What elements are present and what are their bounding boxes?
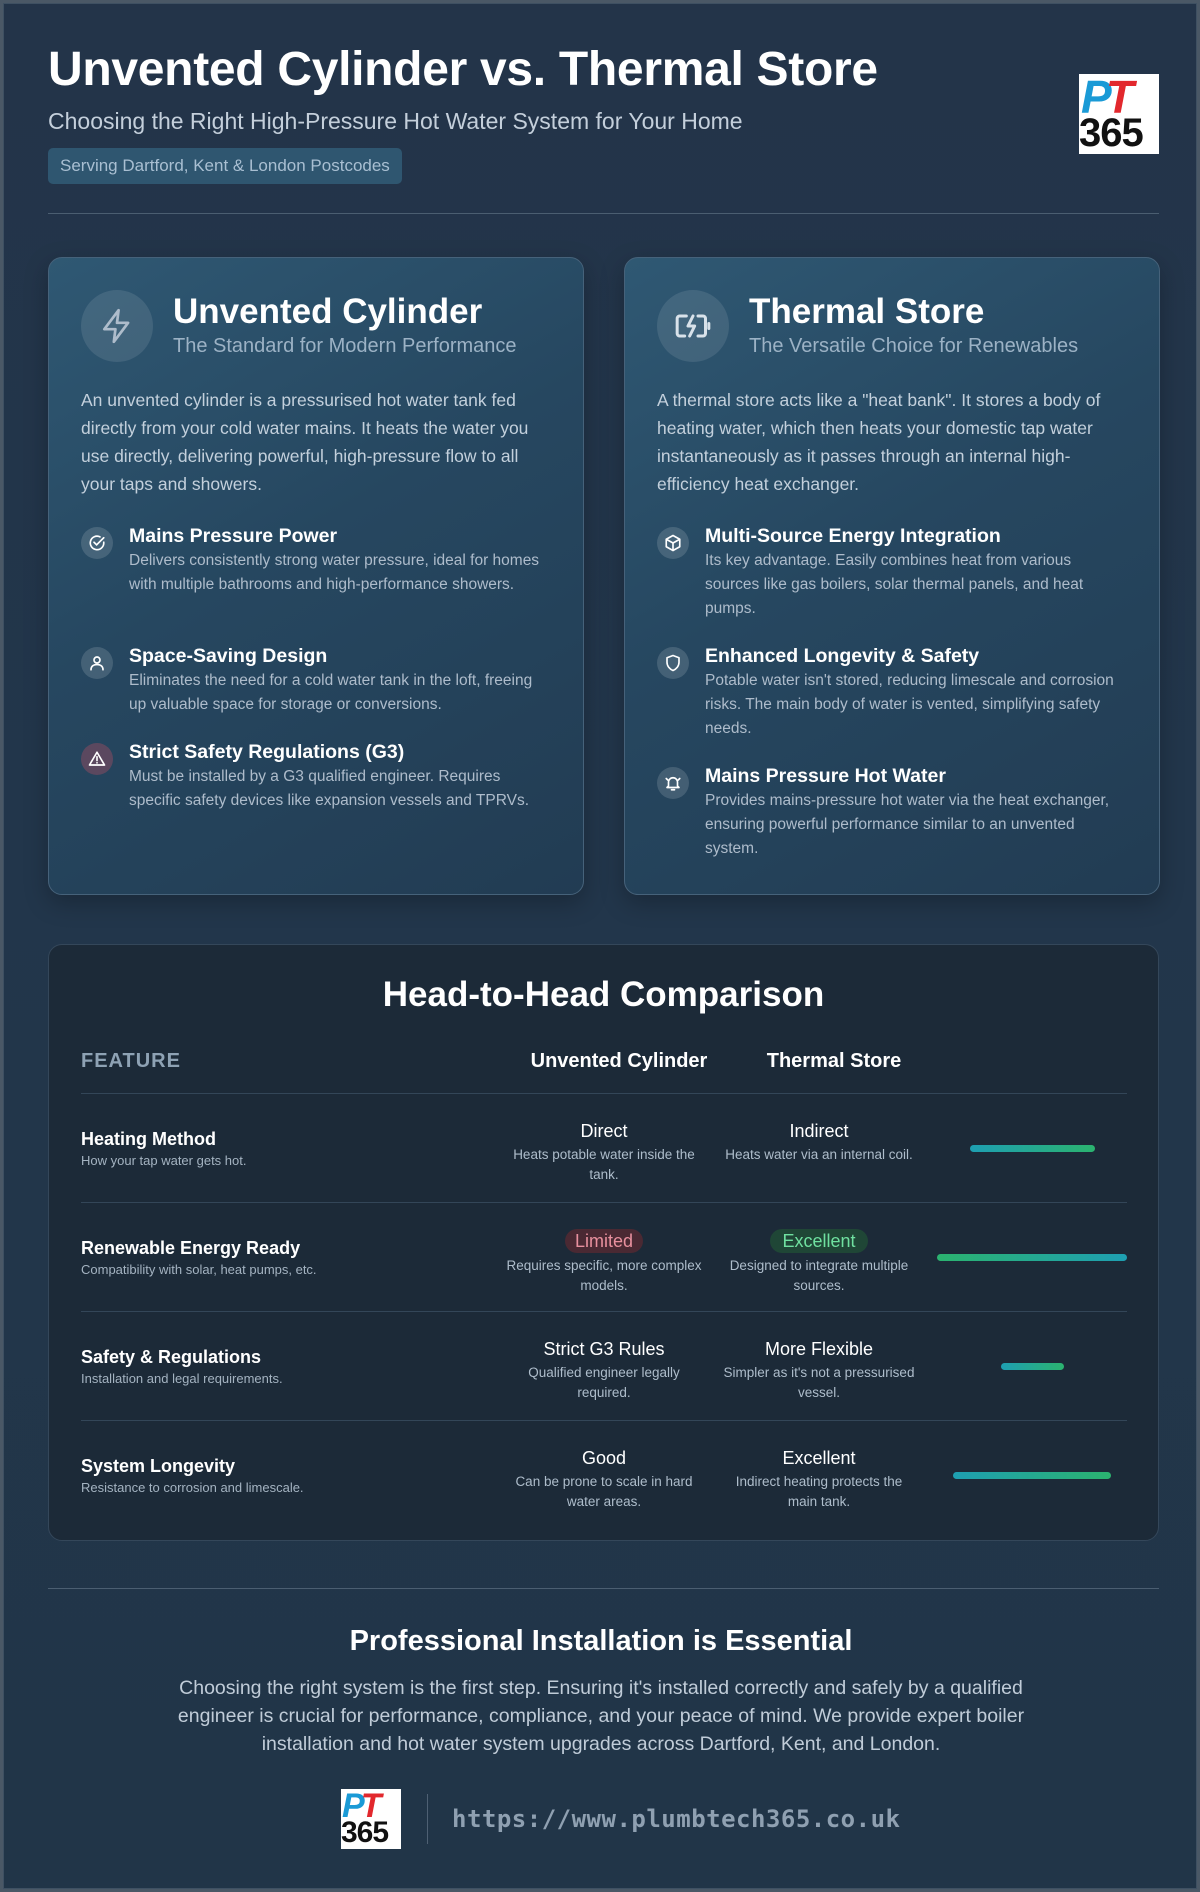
card-description: An unvented cylinder is a pressurised ho… (81, 390, 529, 494)
battery-charging-icon (657, 290, 729, 362)
feature-description: Its key advantage. Easily combines heat … (705, 552, 1084, 617)
unvented-cell: Limited Requires specific, more complex … (506, 1229, 702, 1296)
excellent-badge: Excellent (770, 1229, 868, 1253)
header-divider (48, 213, 1159, 214)
table-row: Heating Method How your tap water gets h… (81, 1093, 1127, 1202)
cell-desc: Designed to integrate multiple sources. (729, 1258, 909, 1293)
user-icon (81, 647, 113, 679)
feature-description: Eliminates the need for a cold water tan… (129, 672, 533, 713)
cell-desc: Simpler as it's not a pressurised vessel… (723, 1365, 915, 1400)
thermal-cell: Excellent Designed to integrate multiple… (721, 1229, 917, 1296)
feature-item: Space-Saving Design Eliminates the need … (81, 644, 553, 717)
thermal-cell: Indirect Heats water via an internal coi… (721, 1120, 917, 1165)
cube-icon (657, 527, 689, 559)
logo-number: 365 (341, 1816, 389, 1849)
comparison-bar (969, 1145, 1095, 1152)
feature-title: Mains Pressure Power (129, 525, 338, 547)
feature-item: Mains Pressure Hot Water Provides mains-… (657, 764, 1129, 861)
table-row: System Longevity Resistance to corrosion… (81, 1420, 1127, 1529)
cell-desc: Heats water via an internal coil. (725, 1147, 913, 1162)
feature-item: Enhanced Longevity & Safety Potable wate… (657, 644, 1129, 741)
infographic-page: Unvented Cylinder vs. Thermal Store Choo… (3, 3, 1197, 1889)
page-subtitle: Choosing the Right High-Pressure Hot Wat… (48, 108, 743, 134)
cell-desc: Can be prone to scale in hard water area… (515, 1474, 693, 1509)
table-row: Renewable Energy Ready Compatibility wit… (81, 1202, 1127, 1311)
feature-title: Space-Saving Design (129, 645, 328, 667)
card-subtitle: The Standard for Modern Performance (173, 335, 517, 357)
cell-desc: Indirect heating protects the main tank. (735, 1474, 903, 1509)
page-title: Unvented Cylinder vs. Thermal Store (48, 43, 878, 96)
logo-number: 365 (1079, 111, 1144, 154)
row-feature-desc: Compatibility with solar, heat pumps, et… (81, 1262, 317, 1277)
cell-value: Excellent (782, 1448, 856, 1468)
row-feature-desc: Installation and legal requirements. (81, 1371, 283, 1386)
column-header-feature: FEATURE (81, 1050, 181, 1072)
cell-value: Indirect (789, 1121, 849, 1141)
feature-description: Provides mains-pressure hot water via th… (705, 792, 1110, 857)
shield-icon (657, 647, 689, 679)
website-link[interactable]: https://www.plumbtech365.co.uk (452, 1805, 901, 1833)
feature-title: Enhanced Longevity & Safety (705, 645, 980, 667)
row-feature-name: System Longevity (81, 1456, 236, 1476)
comparison-table: Head-to-Head Comparison FEATURE Unvented… (48, 944, 1159, 1541)
cell-value: Direct (580, 1121, 628, 1141)
card-subtitle: The Versatile Choice for Renewables (749, 335, 1079, 357)
comparison-bar (953, 1472, 1111, 1479)
footer-divider (48, 1588, 1159, 1589)
column-header-thermal: Thermal Store (766, 1050, 902, 1072)
comparison-title: Head-to-Head Comparison (382, 975, 825, 1014)
bell-icon (657, 767, 689, 799)
feature-description: Potable water isn't stored, reducing lim… (705, 672, 1114, 737)
footer-separator (427, 1794, 428, 1844)
feature-title: Strict Safety Regulations (G3) (129, 741, 405, 763)
comparison-bar (1000, 1363, 1064, 1370)
row-feature-name: Renewable Energy Ready (81, 1238, 301, 1258)
unvented-cell: Strict G3 Rules Qualified engineer legal… (506, 1338, 702, 1403)
logo-letter-p: P (342, 1789, 365, 1825)
row-feature-desc: Resistance to corrosion and limescale. (81, 1480, 304, 1495)
unvented-cylinder-card: Unvented Cylinder The Standard for Moder… (48, 257, 584, 895)
header: Unvented Cylinder vs. Thermal Store Choo… (48, 44, 1159, 184)
unvented-cell: Good Can be prone to scale in hard water… (506, 1447, 702, 1512)
cell-desc: Qualified engineer legally required. (528, 1365, 680, 1400)
column-header-unvented: Unvented Cylinder (530, 1050, 708, 1072)
thermal-cell: More Flexible Simpler as it's not a pres… (721, 1338, 917, 1403)
thermal-cell: Excellent Indirect heating protects the … (721, 1447, 917, 1512)
warning-icon (81, 743, 113, 775)
cell-desc: Requires specific, more complex models. (506, 1258, 702, 1293)
service-area-badge: Serving Dartford, Kent & London Postcode… (48, 148, 402, 184)
cell-value: Good (581, 1448, 627, 1468)
thermal-store-card: Thermal Store The Versatile Choice for R… (624, 257, 1160, 895)
card-description: A thermal store acts like a "heat bank".… (657, 390, 1101, 494)
footer-text: Choosing the right system is the first s… (177, 1677, 1025, 1755)
card-title: Thermal Store (749, 292, 985, 331)
comparison-bar (937, 1254, 1127, 1261)
cell-value: More Flexible (764, 1339, 874, 1359)
feature-description: Delivers consistently strong water press… (129, 552, 540, 593)
feature-item: Strict Safety Regulations (G3) Must be i… (81, 740, 553, 813)
lightning-icon (81, 290, 153, 362)
row-feature-name: Safety & Regulations (81, 1347, 262, 1367)
limited-badge: Limited (564, 1229, 644, 1253)
check-circle-icon (81, 527, 113, 559)
row-feature-desc: How your tap water gets hot. (81, 1153, 247, 1168)
feature-item: Mains Pressure Power Delivers consistent… (81, 524, 553, 597)
unvented-cell: Direct Heats potable water inside the ta… (506, 1120, 702, 1185)
footer-logo: PT 365 (341, 1789, 401, 1849)
cell-value: Strict G3 Rules (543, 1339, 665, 1359)
card-title: Unvented Cylinder (173, 292, 483, 331)
footer-title: Professional Installation is Essential (349, 1625, 853, 1657)
row-feature-name: Heating Method (81, 1129, 216, 1149)
cell-desc: Heats potable water inside the tank. (513, 1147, 695, 1182)
feature-item: Multi-Source Energy Integration Its key … (657, 524, 1129, 621)
logo-letter-t: T (360, 1789, 382, 1825)
feature-title: Mains Pressure Hot Water (705, 765, 946, 787)
feature-title: Multi-Source Energy Integration (705, 525, 1001, 547)
feature-description: Must be installed by a G3 qualified engi… (129, 768, 530, 809)
table-row: Safety & Regulations Installation and le… (81, 1311, 1127, 1420)
plumbtech-logo: PT 365 (1079, 74, 1159, 154)
